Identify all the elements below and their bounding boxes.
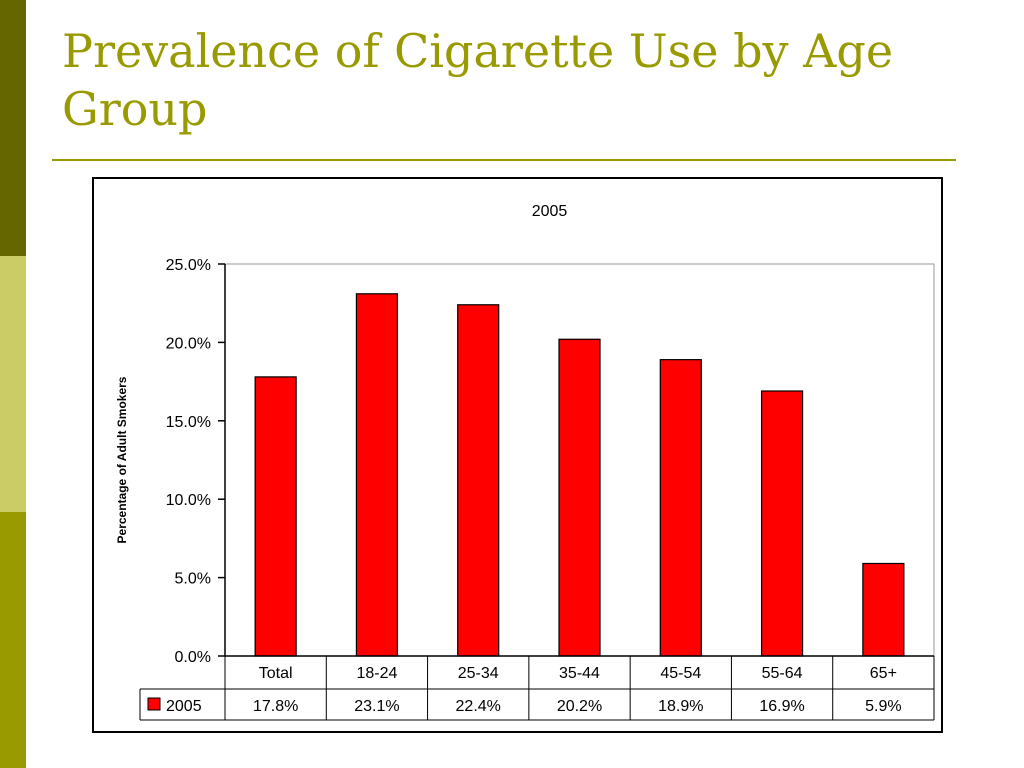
legend-label: 2005 (166, 698, 202, 715)
y-tick-label: 10.0% (166, 492, 211, 509)
decor-strip-top (0, 0, 26, 256)
bar-18-24 (355, 293, 399, 657)
data-table-value: 22.4% (456, 698, 501, 715)
chart-title: 2005 (532, 203, 568, 220)
bar-25-34 (457, 304, 500, 657)
x-category-label: 25-34 (458, 665, 499, 682)
title-divider (52, 159, 956, 161)
x-category-label: 55-64 (762, 665, 803, 682)
y-tick-label: 5.0% (175, 571, 211, 588)
x-category-label: 45-54 (660, 665, 701, 682)
y-tick-label: 25.0% (166, 257, 211, 274)
y-tick-label: 15.0% (166, 414, 211, 431)
chart-frame: 2005 Percentage of Adult Smokers 0.0% 5.0% 1… (92, 177, 943, 733)
x-category-label: 35-44 (559, 665, 600, 682)
bar-35-44 (558, 338, 601, 657)
decor-strip-bottom (0, 512, 26, 768)
bar-total (254, 376, 297, 657)
data-table-value: 16.9% (759, 698, 804, 715)
data-table-value: 23.1% (354, 698, 399, 715)
data-table-value: 18.9% (658, 698, 703, 715)
bar-45-54 (659, 359, 702, 657)
data-table-value: 5.9% (865, 698, 901, 715)
decor-strip-middle (0, 256, 26, 512)
y-tick-label: 20.0% (166, 335, 211, 352)
bar-55-64 (760, 390, 804, 657)
slide-title: Prevalence of Cigarette Use by Age Group (62, 24, 894, 136)
data-table-value: 20.2% (557, 698, 602, 715)
data-table-value: 17.8% (253, 698, 298, 715)
bar-chart: 2005 Percentage of Adult Smokers 0.0% 5.0% 1… (115, 203, 935, 721)
x-category-label: Total (259, 665, 293, 682)
y-tick-label: 0.0% (175, 649, 211, 666)
bar-65- (862, 562, 905, 657)
y-axis-title: Percentage of Adult Smokers (115, 376, 129, 543)
x-category-label: 65+ (870, 665, 897, 682)
legend-swatch (147, 697, 161, 711)
x-category-label: 18-24 (356, 665, 397, 682)
